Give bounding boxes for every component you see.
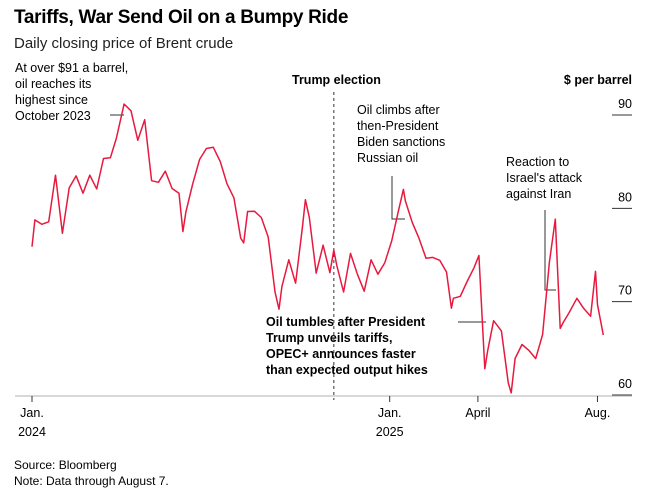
- annotation-tariffs: OPEC+ announces faster: [266, 347, 416, 361]
- annotation-peak: October 2023: [15, 109, 91, 123]
- data-note: Note: Data through August 7.: [14, 474, 169, 488]
- annotation-israel-iran: Israel's attack: [506, 171, 583, 185]
- x-tick-sublabel: 2024: [18, 425, 46, 439]
- x-tick-sublabel: 2025: [376, 425, 404, 439]
- annotation-tariffs: Oil tumbles after President: [266, 315, 426, 329]
- source-note: Source: Bloomberg: [14, 458, 117, 472]
- annotations: At over $91 a barrel, oil reaches its high…: [15, 61, 583, 400]
- chart-subtitle: Daily closing price of Brent crude: [14, 35, 234, 52]
- annotation-russia-sanctions: then-President: [357, 119, 439, 133]
- y-tick-label: 90: [618, 97, 632, 111]
- y-tick-label: 60: [618, 377, 632, 391]
- chart-title: Tariffs, War Send Oil on a Bumpy Ride: [14, 7, 349, 28]
- annotation-russia-sanctions: Oil climbs after: [357, 103, 440, 117]
- annotation-russia-sanctions: Biden sanctions: [357, 135, 445, 149]
- annotation-election: Trump election: [292, 73, 381, 87]
- annotation-peak: highest since: [15, 93, 88, 107]
- x-tick-label: Jan.: [20, 406, 44, 420]
- annotation-tariffs: Trump unveils tariffs,: [266, 331, 392, 345]
- annotation-israel-iran: Reaction to: [506, 155, 569, 169]
- annotation-peak: At over $91 a barrel,: [15, 61, 128, 75]
- x-tick-label: Aug.: [585, 406, 611, 420]
- annotation-tariffs: than expected output hikes: [266, 363, 428, 377]
- y-tick-label: 70: [618, 284, 632, 298]
- y-axis-label: $ per barrel: [564, 73, 632, 87]
- annotation-leader: [391, 176, 405, 220]
- x-tick-label: Jan.: [378, 406, 402, 420]
- axes: $ per barrel 90 80 70 60 Jan. 2024 Jan. 2025 Apri…: [15, 73, 632, 439]
- brent-price-line: [31, 103, 605, 394]
- annotation-russia-sanctions: Russian oil: [357, 151, 418, 165]
- series-lines: [31, 103, 605, 394]
- y-tick-label: 80: [618, 190, 632, 204]
- annotation-peak: oil reaches its: [15, 77, 91, 91]
- annotation-israel-iran: against Iran: [506, 187, 571, 201]
- annotation-leader: [544, 210, 556, 291]
- x-tick-label: April: [465, 406, 490, 420]
